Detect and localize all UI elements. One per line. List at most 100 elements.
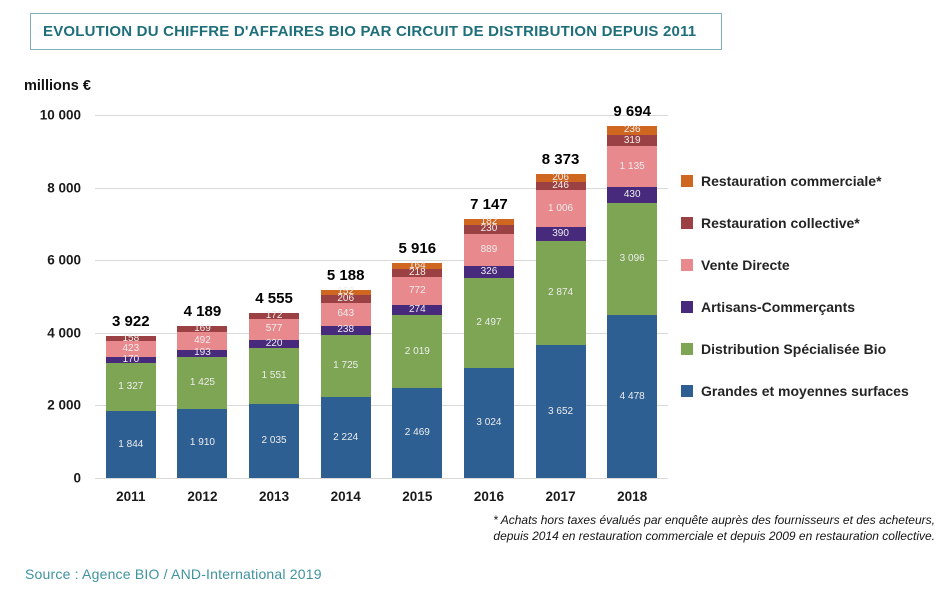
legend-label: Restauration commerciale*: [701, 173, 882, 189]
bar-segment: 3 024: [463, 368, 514, 478]
bar-segment: 1 135: [607, 146, 658, 188]
bar-segment-value: 246: [552, 179, 569, 191]
bar-segment-value: 1 425: [189, 376, 215, 388]
gridline: [95, 332, 668, 334]
y-axis-tick-label: 6 000: [47, 252, 81, 268]
bar-segment-value: 1 910: [189, 437, 215, 449]
y-axis-tick-label: 10 000: [39, 107, 81, 123]
gridline: [95, 260, 668, 262]
y-axis-tick-label: 4 000: [47, 325, 81, 341]
gridline: [95, 115, 668, 116]
x-axis-tick-label: 2016: [473, 489, 504, 504]
bar-segment-value: 274: [408, 304, 426, 316]
bar-segment-value: 158: [122, 332, 140, 344]
plot-area: 0 2 000 4 000 6 000 8 000 10 000 158 423 170 1 32…: [40, 103, 668, 504]
bar-segment-value: 2 469: [404, 427, 430, 439]
footnote-line-1: * Achats hors taxes évalués par enquête …: [493, 513, 935, 527]
bar-segment-value: 170: [122, 353, 140, 365]
legend-label: Artisans-Commerçants: [701, 299, 856, 315]
bar-segment-value: 152: [337, 286, 355, 298]
bar-segment-value: 172: [265, 309, 283, 321]
bar-segment: 577: [249, 318, 300, 340]
x-axis-tick-label: 2015: [402, 489, 433, 504]
bar-segment: 170: [105, 353, 156, 365]
legend-label: Grandes et moyennes surfaces: [701, 383, 909, 399]
bar-segment: 643: [320, 302, 371, 327]
x-axis-tick-label: 2014: [330, 489, 361, 504]
bar-segment: 206: [320, 293, 371, 303]
legend-item: Distribution Spécialisée Bio: [681, 328, 909, 370]
bar-segment-value: 1 844: [118, 438, 144, 450]
bar-segment-value: 2 224: [333, 431, 359, 443]
bar-total-label: 3 922: [112, 312, 150, 330]
bar-stack: 169 492 193 1 425 1 910: [177, 324, 228, 478]
bar-segment: 319: [607, 134, 658, 147]
bar-segment-value: 236: [623, 124, 641, 136]
bar-segment-value: 2 035: [261, 435, 287, 447]
legend-label: Vente Directe: [701, 257, 790, 273]
bar-segment: 2 019: [392, 315, 443, 389]
legend-item: Restauration collective*: [681, 202, 909, 244]
bar-segment-value: 182: [480, 215, 498, 227]
bar-segment: 1 425: [177, 356, 228, 409]
bar-segment: 164: [392, 261, 443, 271]
source-text: Source : Agence BIO / AND-International …: [25, 566, 322, 582]
bar-segment: 390: [535, 226, 586, 242]
x-axis-tick-label: 2017: [545, 489, 576, 504]
bar-segment-value: 1 006: [548, 202, 574, 214]
bar-column: 164 218 772 274 2 019 2 469 5 916 2015: [382, 115, 454, 504]
chart-title: EVOLUTION DU CHIFFRE D'AFFAIRES BIO PAR …: [43, 23, 697, 40]
legend-swatch: [681, 301, 693, 313]
legend-label: Restauration collective*: [701, 215, 860, 231]
bar-stack: 182 230 889 326 2 497 3 024: [463, 215, 514, 478]
bar-segment: 1 327: [105, 362, 156, 412]
x-axis-tick-label: 2013: [259, 489, 290, 504]
bar-segment-value: 772: [408, 285, 426, 297]
bar-segment: 236: [607, 124, 658, 136]
bar-segment: 3 652: [535, 345, 586, 478]
legend-swatch: [681, 175, 693, 187]
bar-segment-value: 2 497: [476, 316, 502, 328]
bar-stack: 152 206 643 238 1 725 2 224: [320, 286, 371, 478]
bar-segment: 158: [105, 332, 156, 344]
bar-column: 158 423 170 1 327 1 844 3 922 2011: [95, 115, 167, 504]
y-axis-unit-label: millions €: [24, 78, 91, 94]
bar-segment: 1 725: [320, 334, 371, 398]
bar-stack: 164 218 772 274 2 019 2 469: [392, 261, 443, 478]
gridline: [95, 478, 668, 479]
gridline: [95, 405, 668, 407]
bar-column: 236 319 1 135 430 3 096 4 478 9 694 2018: [596, 103, 668, 504]
bar-segment: 169: [177, 324, 228, 334]
bar-segment-value: 1 135: [619, 160, 645, 172]
y-axis-tick-label: 2 000: [47, 397, 81, 413]
bar-segment: 2 035: [249, 404, 300, 478]
bar-segment-value: 2 874: [548, 287, 574, 299]
bar-segment: 1 551: [249, 347, 300, 405]
legend-swatch: [681, 343, 693, 355]
bar-segment: 772: [392, 277, 443, 306]
bar-segment: 238: [320, 325, 371, 335]
bar-total-label: 4 189: [183, 302, 222, 320]
bar-segment-value: 643: [337, 308, 355, 320]
bar-total-label: 4 555: [255, 289, 293, 307]
legend-swatch: [681, 385, 693, 397]
bar-segment: 326: [463, 265, 514, 278]
bar-segment-value: 2 019: [404, 345, 430, 357]
bar-segment-value: 492: [194, 335, 211, 347]
bar-segment: 230: [463, 224, 514, 234]
legend: Restauration commerciale* Restauration co…: [681, 160, 909, 412]
x-axis-tick-label: 2012: [187, 489, 218, 504]
bar-segment-value: 430: [623, 189, 641, 201]
bar-total-label: 7 147: [470, 195, 508, 213]
legend-item: Restauration commerciale*: [681, 160, 909, 202]
bar-segment: 4 478: [607, 315, 658, 478]
bar-segment: 1 844: [105, 411, 156, 478]
bar-segment: 430: [607, 187, 658, 204]
bar-segment-value: 3 096: [619, 253, 645, 265]
bar-total-label: 5 916: [398, 240, 437, 258]
chart-title-box: EVOLUTION DU CHIFFRE D'AFFAIRES BIO PAR …: [30, 13, 722, 50]
bar-segment-value: 390: [552, 228, 569, 240]
bar-segment: 206: [535, 172, 586, 182]
bar-column: 206 246 1 006 390 2 874 3 652 8 373 2017: [525, 115, 597, 504]
